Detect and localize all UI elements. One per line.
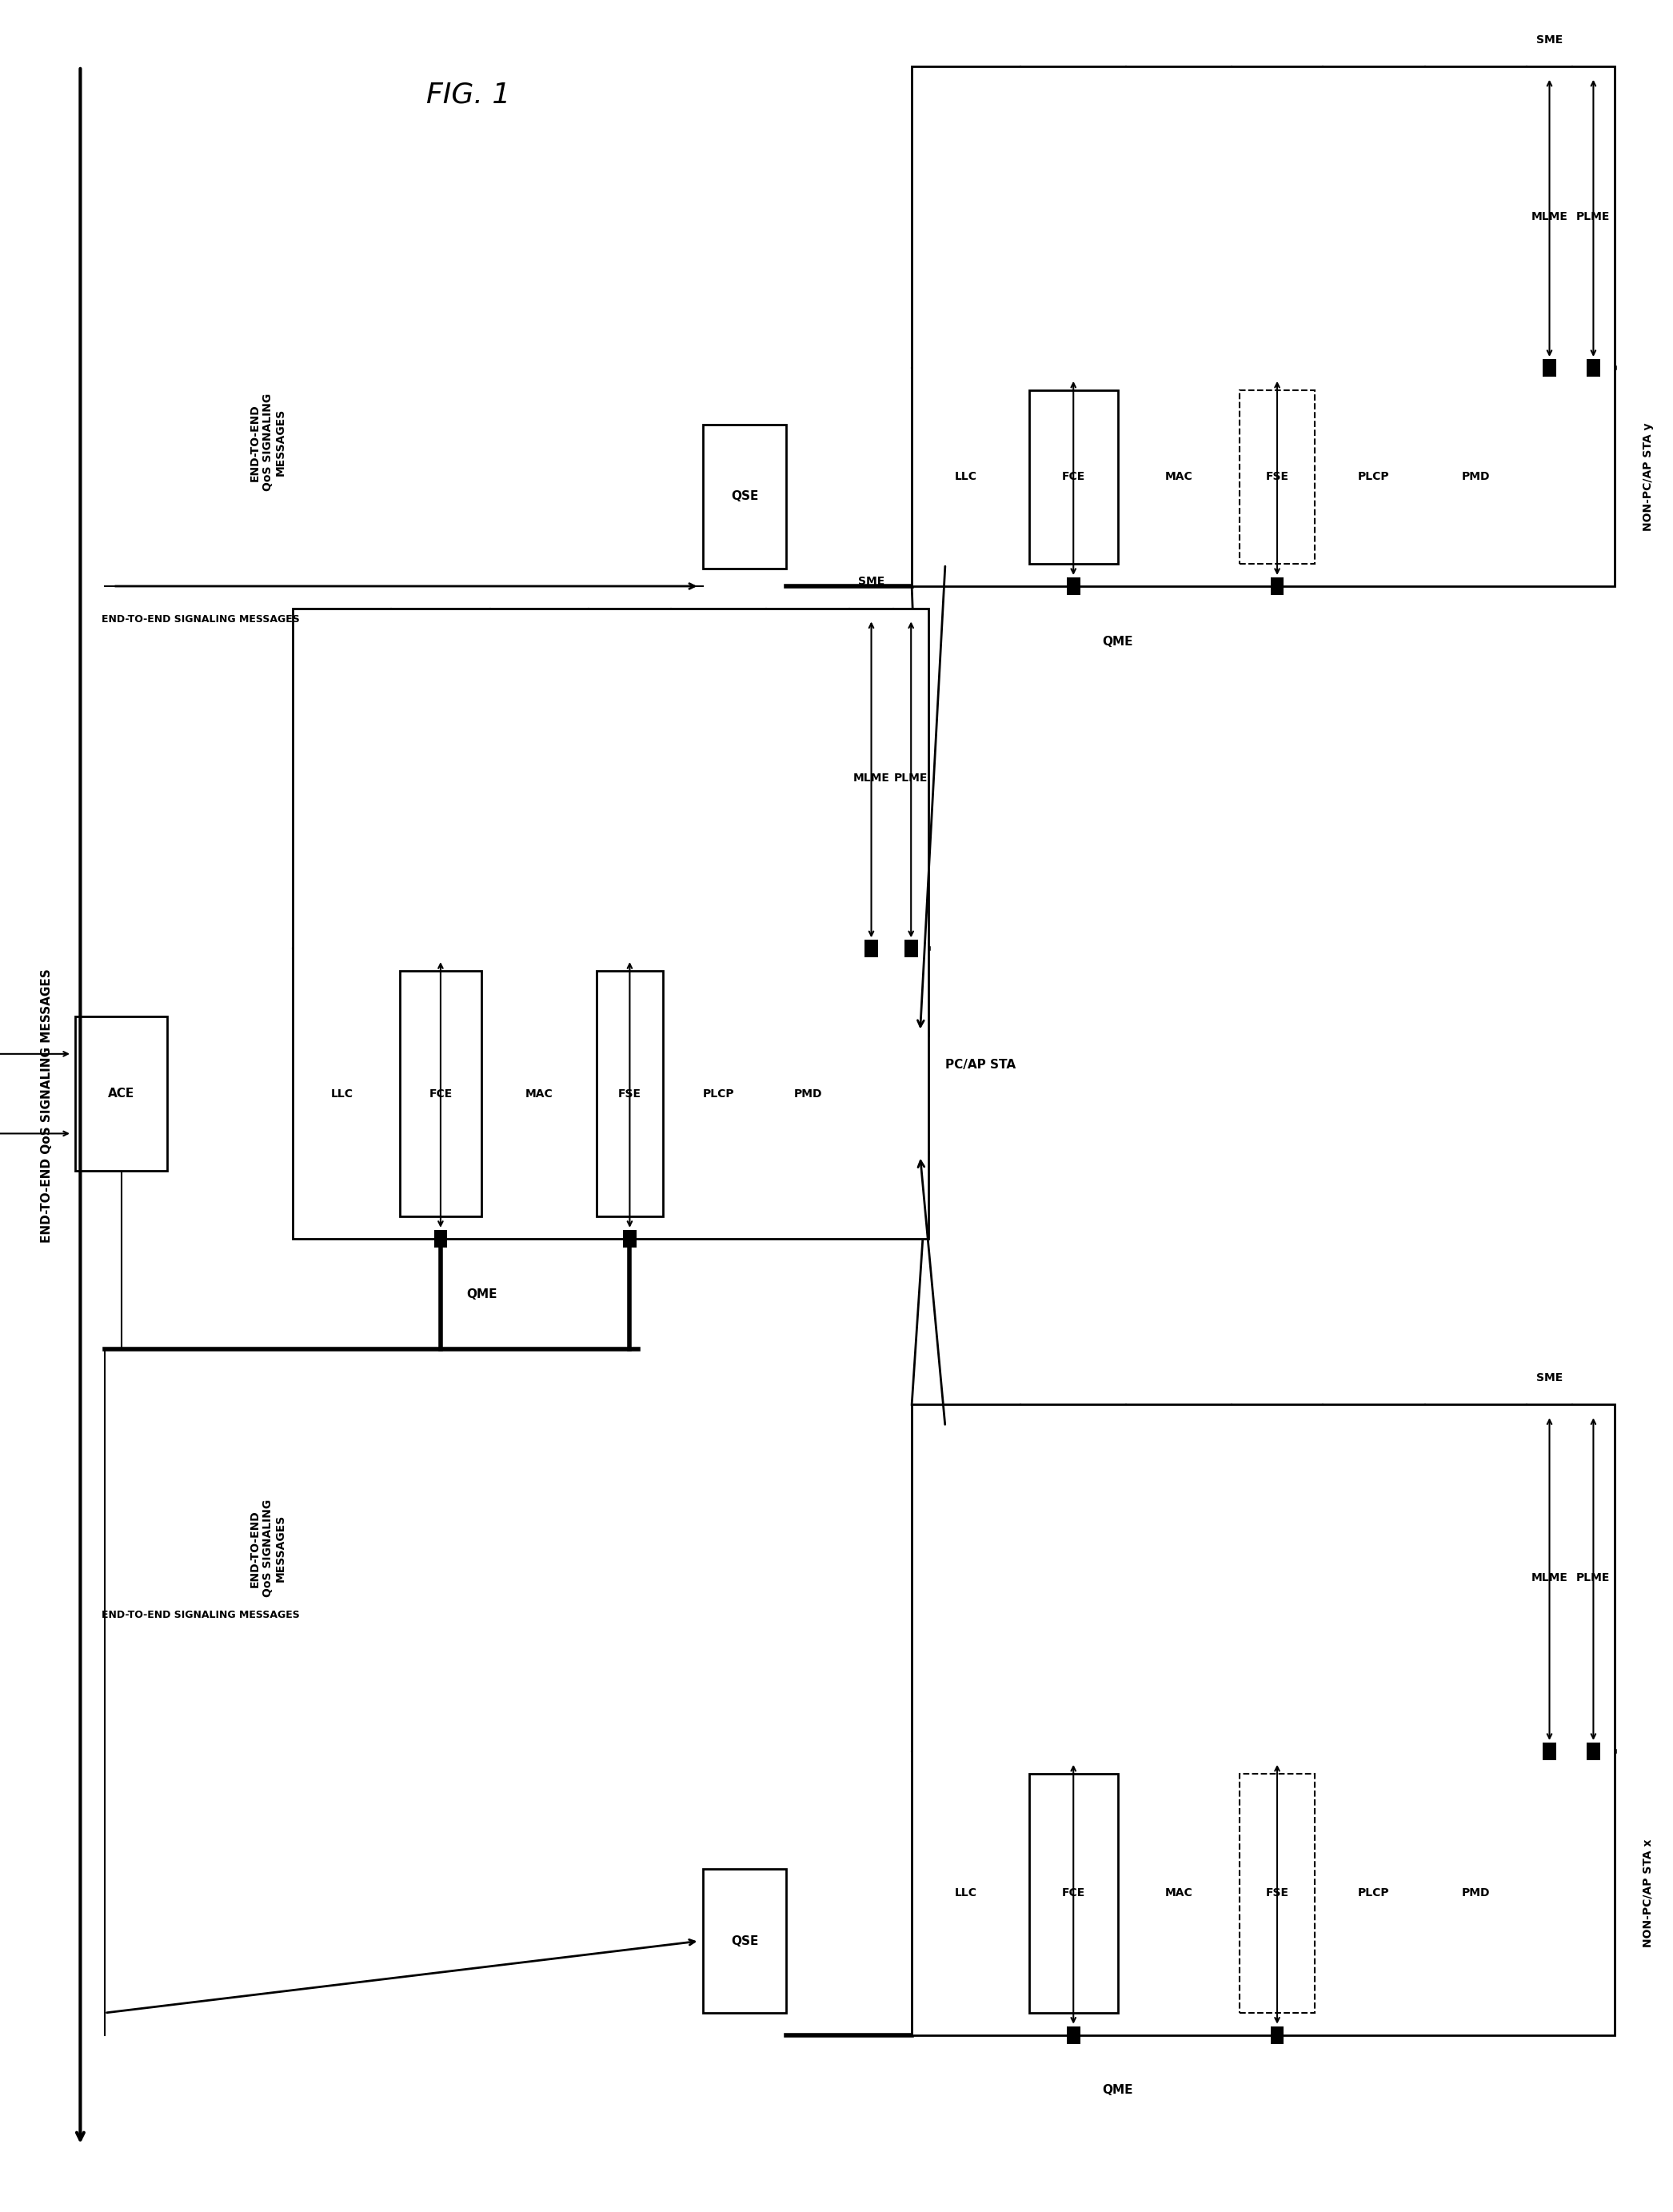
Text: SME: SME [1536, 33, 1563, 46]
Bar [703, 425, 786, 568]
Bar [293, 608, 929, 1239]
Bar [622, 1230, 636, 1248]
Text: ACE: ACE [109, 1088, 134, 1099]
Text: END-TO-END
QoS SIGNALING
MESSAGES: END-TO-END QoS SIGNALING MESSAGES [249, 1500, 286, 1597]
Text: FSE: FSE [1265, 1887, 1288, 1898]
Text: MLME: MLME [853, 772, 890, 783]
Text: QME: QME [467, 1287, 497, 1301]
Bar [1586, 1743, 1599, 1761]
Text: FIG. 1: FIG. 1 [427, 82, 510, 108]
Text: NON-PC/AP STA y: NON-PC/AP STA y [1643, 422, 1653, 531]
Text: PMD: PMD [1462, 1887, 1491, 1898]
Text: FCE: FCE [1062, 1887, 1086, 1898]
Text: END-TO-END SIGNALING MESSAGES: END-TO-END SIGNALING MESSAGES [102, 615, 299, 624]
Text: FSE: FSE [617, 1088, 641, 1099]
Text: PMD: PMD [793, 1088, 821, 1099]
Text: FSE: FSE [617, 1088, 641, 1099]
Text: NON-PC/AP STA x: NON-PC/AP STA x [1643, 1838, 1653, 1947]
Text: QSE: QSE [731, 491, 758, 502]
Bar [1067, 2026, 1081, 2044]
Text: PLCP: PLCP [1358, 1887, 1390, 1898]
Text: PLCP: PLCP [1358, 471, 1390, 482]
Text: QSE: QSE [731, 1936, 758, 1947]
Text: FCE: FCE [428, 1088, 452, 1099]
Text: MAC: MAC [1164, 1887, 1193, 1898]
Text: FCE: FCE [1062, 471, 1086, 482]
Bar [75, 1015, 167, 1170]
Text: SME: SME [1536, 1371, 1563, 1385]
Bar [1029, 1774, 1118, 2013]
Text: END-TO-END SIGNALING MESSAGES: END-TO-END SIGNALING MESSAGES [102, 1610, 299, 1619]
Bar [1586, 358, 1599, 376]
Text: FSE: FSE [1265, 1887, 1288, 1898]
Text: PLME: PLME [1576, 212, 1611, 223]
Text: PLCP: PLCP [703, 1088, 734, 1099]
Bar [865, 940, 878, 958]
Text: PLME: PLME [1576, 1573, 1611, 1584]
Bar [912, 1405, 1614, 2035]
Text: QME: QME [1103, 2084, 1133, 2097]
Bar [1240, 389, 1315, 564]
Text: MLME: MLME [1531, 212, 1568, 223]
Text: QME: QME [1103, 635, 1133, 648]
Text: MAC: MAC [1164, 471, 1193, 482]
Text: FCE: FCE [1062, 471, 1086, 482]
Text: LLC: LLC [955, 1887, 977, 1898]
Bar [597, 971, 663, 1217]
Text: MAC: MAC [525, 1088, 554, 1099]
Text: PC/AP STA: PC/AP STA [945, 1060, 1016, 1071]
Text: FCE: FCE [1062, 1887, 1086, 1898]
Bar [912, 66, 1614, 586]
Text: SME: SME [858, 575, 885, 588]
Bar [703, 1869, 786, 2013]
Text: LLC: LLC [955, 471, 977, 482]
Text: LLC: LLC [331, 1088, 353, 1099]
Text: PLME: PLME [893, 772, 929, 783]
Bar [1240, 1774, 1315, 2013]
Text: END-TO-END QoS SIGNALING MESSAGES: END-TO-END QoS SIGNALING MESSAGES [40, 969, 54, 1243]
Text: FSE: FSE [1265, 471, 1288, 482]
Bar [1067, 577, 1081, 595]
Bar [1270, 2026, 1283, 2044]
Bar [1543, 1743, 1556, 1761]
Text: END-TO-END
QoS SIGNALING
MESSAGES: END-TO-END QoS SIGNALING MESSAGES [249, 394, 286, 491]
Bar [905, 940, 918, 958]
Bar [433, 1230, 447, 1248]
Text: FCE: FCE [428, 1088, 452, 1099]
Bar [1543, 358, 1556, 376]
Bar [1270, 577, 1283, 595]
Bar [400, 971, 482, 1217]
Bar [1029, 389, 1118, 564]
Text: FSE: FSE [1265, 471, 1288, 482]
Text: MLME: MLME [1531, 1573, 1568, 1584]
Text: PMD: PMD [1462, 471, 1491, 482]
